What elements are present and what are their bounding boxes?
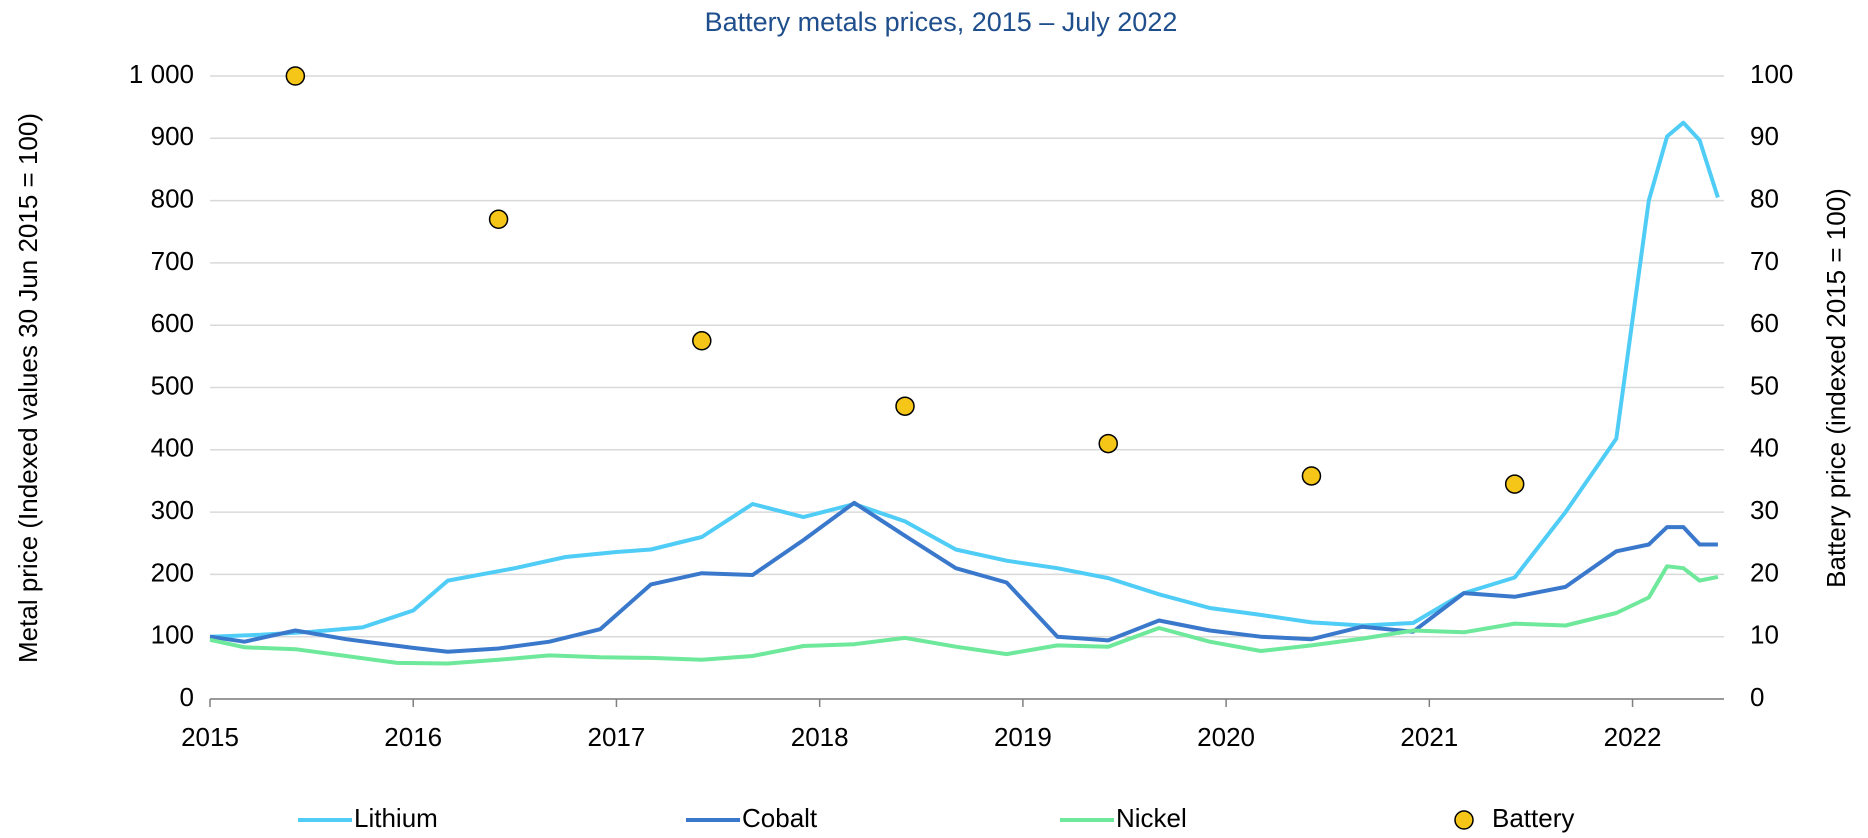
legend-label: Lithium (354, 803, 438, 833)
y2-tick-label: 30 (1750, 495, 1779, 525)
x-tick-label: 2018 (791, 722, 849, 752)
x-tick-label: 2021 (1400, 722, 1458, 752)
legend-label: Nickel (1116, 803, 1187, 833)
y-tick-label: 500 (151, 370, 194, 400)
x-tick-label: 2020 (1197, 722, 1255, 752)
y-tick-label: 900 (151, 121, 194, 151)
y2-axis-title: Battery price (indexed 2015 = 100) (1821, 188, 1851, 588)
x-tick-label: 2016 (384, 722, 442, 752)
y-tick-label: 400 (151, 433, 194, 463)
line-2 (209, 564, 1719, 666)
chart-title: Battery metals prices, 2015 – July 2022 (705, 7, 1178, 37)
y-tick-label: 1 000 (129, 59, 194, 89)
y2-tick-label: 20 (1750, 557, 1779, 587)
point (285, 66, 306, 86)
y-tick-label: 300 (151, 495, 194, 525)
y-tick-label: 100 (151, 620, 194, 650)
y-tick-label: 200 (151, 557, 194, 587)
y-axis-title: Metal price (Indexed values 30 Jun 2015 … (13, 113, 43, 663)
y-tick-label: 800 (151, 183, 194, 213)
y2-tick-label: 0 (1750, 682, 1764, 712)
point (895, 396, 915, 416)
y-tick-label: 700 (151, 246, 194, 276)
y2-tick-label: 60 (1750, 308, 1779, 338)
y2-tick-label: 80 (1750, 183, 1779, 213)
x-tick-label: 2019 (994, 722, 1052, 752)
legend-marker (1454, 810, 1474, 830)
y-tick-label: 0 (180, 682, 194, 712)
point (488, 209, 509, 230)
y2-tick-label: 10 (1750, 620, 1779, 650)
y2-tick-label: 50 (1750, 370, 1779, 400)
line-0 (209, 120, 1720, 639)
x-tick-label: 2022 (1604, 722, 1662, 752)
point (692, 331, 712, 351)
y2-tick-label: 100 (1750, 59, 1793, 89)
point (1301, 466, 1322, 486)
y2-tick-label: 90 (1750, 121, 1779, 151)
y2-tick-label: 40 (1750, 433, 1779, 463)
point (1504, 474, 1525, 494)
legend-label: Cobalt (742, 803, 818, 833)
line-1 (209, 500, 1718, 654)
x-tick-label: 2015 (181, 722, 239, 752)
legend-label: Battery (1492, 803, 1574, 833)
x-tick-label: 2017 (588, 722, 646, 752)
y2-tick-label: 70 (1750, 246, 1779, 276)
point (1098, 433, 1118, 454)
y-tick-label: 600 (151, 308, 194, 338)
